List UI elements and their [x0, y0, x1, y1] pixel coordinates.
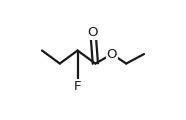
Text: O: O: [88, 26, 98, 39]
Text: F: F: [74, 80, 81, 93]
Text: O: O: [107, 48, 117, 61]
